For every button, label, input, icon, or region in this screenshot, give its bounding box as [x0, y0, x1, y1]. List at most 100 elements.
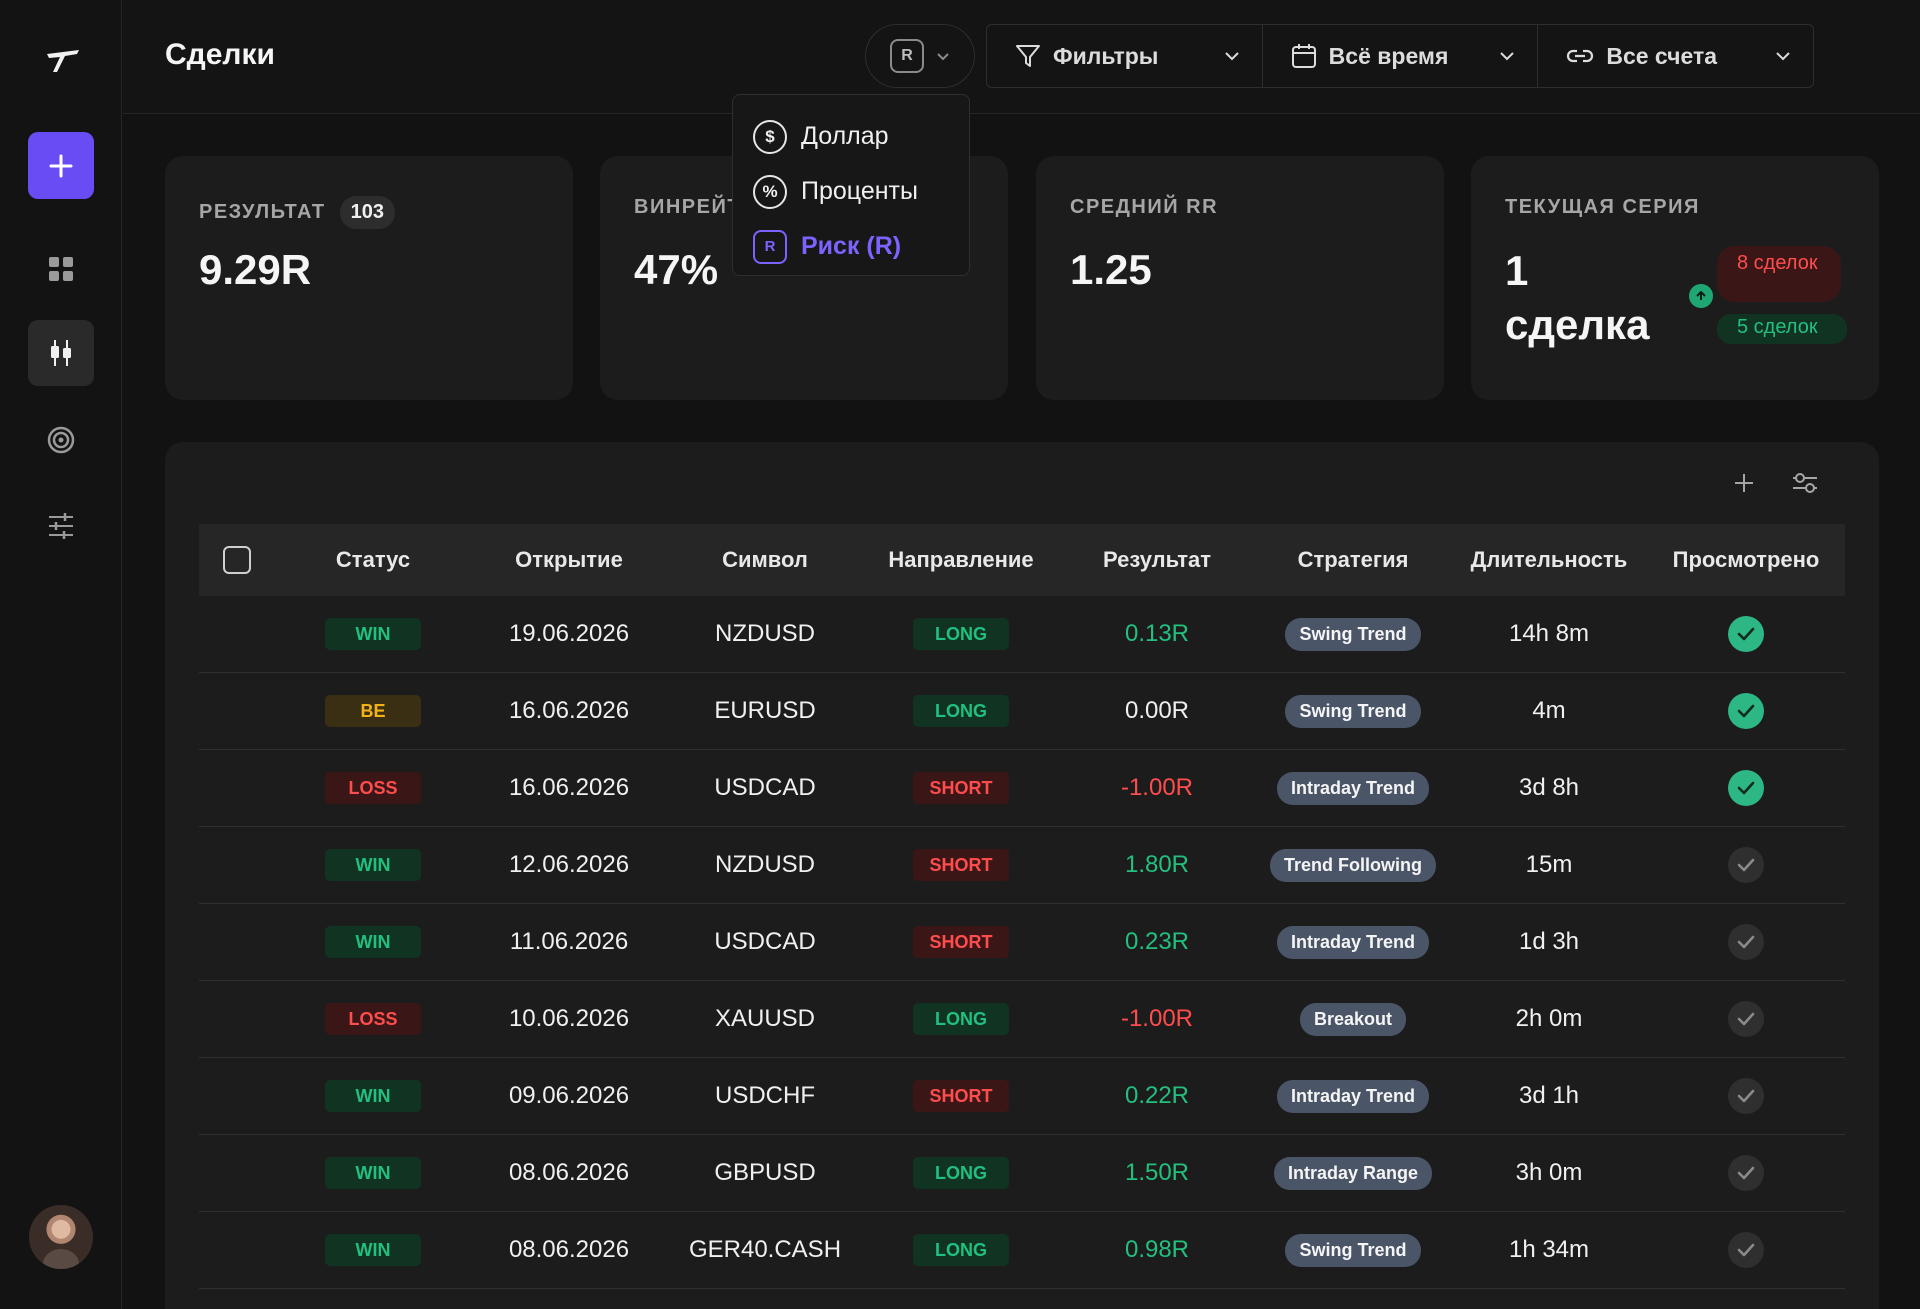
result-cell: -1.00R — [1120, 774, 1194, 801]
reviewed-check-icon[interactable] — [1728, 1001, 1764, 1037]
col-reviewed[interactable]: Просмотрено — [1672, 547, 1820, 572]
reviewed-check-icon[interactable] — [1728, 1155, 1764, 1191]
table-row[interactable]: LOSS 10.06.2026 XAUUSD LONG -1.00R Breakout 2h… — [199, 981, 1845, 1058]
add-trade-button[interactable] — [28, 132, 94, 199]
table-toolbar — [1731, 470, 1819, 496]
symbol-cell: GER40.CASH — [688, 1236, 842, 1263]
col-result[interactable]: Результат — [1102, 547, 1212, 572]
streak-label: ТЕКУЩАЯ СЕРИЯ — [1505, 196, 1700, 218]
table-row[interactable]: WIN 19.06.2026 NZDUSD LONG 0.13R Swing Trend 1… — [199, 596, 1845, 673]
filters-dropdown[interactable]: Фильтры — [987, 25, 1263, 87]
table-row[interactable]: LOSS 16.06.2026 USDCAD SHORT -1.00R Intraday … — [199, 750, 1845, 827]
reviewed-cell — [1647, 847, 1845, 883]
win-streak-badge: 5 сделок — [1717, 314, 1847, 344]
stat-label: РЕЗУЛЬТАТ 103 — [199, 196, 396, 229]
target-icon — [47, 426, 75, 454]
app-logo[interactable] — [43, 46, 83, 76]
table-row[interactable]: WIN 12.06.2026 NZDUSD SHORT 1.80R Trend Follo… — [199, 827, 1845, 904]
nav-goals[interactable] — [28, 407, 94, 473]
accounts-label: Все счета — [1606, 42, 1718, 69]
direction-cell: LONG — [863, 1157, 1059, 1189]
status-badge: BE — [325, 695, 421, 727]
table-header: Статус Открытие Символ Направление Резул… — [199, 524, 1845, 596]
reviewed-check-icon[interactable] — [1728, 693, 1764, 729]
strategy-tag: Intraday Range — [1273, 1156, 1433, 1190]
accounts-dropdown[interactable]: Все счета — [1538, 25, 1813, 87]
table-row[interactable]: WIN 08.06.2026 GBPUSD LONG 1.50R Intraday Ran… — [199, 1135, 1845, 1212]
filters-label: Фильтры — [1053, 42, 1159, 69]
chevron-down-icon — [1500, 52, 1515, 61]
result-cell: -1.00R — [1120, 1005, 1194, 1032]
symbol-cell: EURUSD — [714, 697, 816, 724]
status-badge: LOSS — [325, 1003, 421, 1035]
filter-bar: Фильтры Всё время Все счета — [986, 24, 1814, 88]
period-label: Всё время — [1328, 42, 1449, 69]
nav-settings[interactable] — [28, 493, 94, 559]
reviewed-check-icon[interactable] — [1728, 847, 1764, 883]
sliders-icon — [49, 513, 73, 539]
strategy-cell: Intraday Range — [1255, 1156, 1451, 1190]
trades-panel: Статус Открытие Символ Направление Резул… — [165, 442, 1879, 1309]
col-duration[interactable]: Длительность — [1470, 547, 1628, 572]
select-all-checkbox[interactable] — [223, 546, 251, 574]
stat-card-streak: ТЕКУЩАЯ СЕРИЯ 1 сделка 8 сделок 5 сделок — [1471, 156, 1879, 400]
reviewed-check-icon[interactable] — [1728, 770, 1764, 806]
table-settings-icon[interactable] — [1791, 470, 1819, 496]
status-cell: WIN — [275, 1234, 471, 1266]
col-symbol[interactable]: Символ — [722, 547, 808, 572]
reviewed-check-icon[interactable] — [1728, 1232, 1764, 1268]
user-avatar[interactable] — [29, 1205, 93, 1269]
unit-option-risk[interactable]: R Риск (R) — [753, 219, 949, 274]
add-column-icon[interactable] — [1731, 470, 1757, 496]
period-dropdown[interactable]: Всё время — [1263, 25, 1539, 87]
direction-badge: LONG — [913, 1157, 1009, 1189]
strategy-tag: Intraday Trend — [1276, 1079, 1430, 1113]
strategy-cell: Swing Trend — [1255, 1233, 1451, 1267]
trades-table: Статус Открытие Символ Направление Резул… — [199, 524, 1845, 1289]
loss-streak-badge: 8 сделок — [1717, 246, 1841, 302]
avg-rr-value: 1.25 — [1070, 246, 1152, 293]
strategy-cell: Swing Trend — [1255, 694, 1451, 728]
table-row[interactable]: WIN 11.06.2026 USDCAD SHORT 0.23R Intraday Tr… — [199, 904, 1845, 981]
status-cell: WIN — [275, 849, 471, 881]
col-strategy[interactable]: Стратегия — [1297, 547, 1409, 572]
open-date-cell: 12.06.2026 — [508, 851, 630, 878]
strategy-tag: Swing Trend — [1285, 617, 1421, 651]
duration-cell: 3d 1h — [1518, 1082, 1580, 1109]
status-cell: WIN — [275, 926, 471, 958]
status-badge: WIN — [325, 1157, 421, 1189]
open-date-cell: 16.06.2026 — [508, 697, 630, 724]
result-cell: 0.22R — [1124, 1082, 1190, 1109]
unit-option-percent[interactable]: % Проценты — [753, 164, 949, 219]
symbol-cell: USDCAD — [714, 928, 816, 955]
direction-badge: SHORT — [913, 849, 1009, 881]
duration-cell: 2h 0m — [1515, 1005, 1583, 1032]
result-cell: 0.23R — [1124, 928, 1190, 955]
result-cell: 1.80R — [1124, 851, 1190, 878]
nav-dashboard[interactable] — [28, 236, 94, 302]
unit-selector[interactable]: R — [865, 24, 975, 88]
unit-option-dollar[interactable]: $ Доллар — [753, 109, 949, 164]
strategy-tag: Swing Trend — [1285, 1233, 1421, 1267]
col-direction[interactable]: Направление — [888, 547, 1034, 572]
symbol-cell: NZDUSD — [715, 851, 815, 878]
strategy-tag: Intraday Trend — [1276, 925, 1430, 959]
col-status[interactable]: Статус — [335, 547, 411, 572]
result-cell: 0.00R — [1124, 697, 1190, 724]
reviewed-check-icon[interactable] — [1728, 1078, 1764, 1114]
strategy-tag: Swing Trend — [1285, 694, 1421, 728]
percent-icon: % — [753, 174, 787, 209]
open-date-cell: 11.06.2026 — [509, 928, 629, 955]
table-row[interactable]: WIN 09.06.2026 USDCHF SHORT 0.22R Intraday Tr… — [199, 1058, 1845, 1135]
open-date-cell: 08.06.2026 — [508, 1236, 630, 1263]
table-row[interactable]: WIN 08.06.2026 GER40.CASH LONG 0.98R Swing Tr… — [199, 1212, 1845, 1289]
nav-trades[interactable] — [28, 320, 94, 386]
reviewed-check-icon[interactable] — [1728, 924, 1764, 960]
table-row[interactable]: BE 16.06.2026 EURUSD LONG 0.00R Swing Trend 4m — [199, 673, 1845, 750]
col-open[interactable]: Открытие — [515, 547, 623, 572]
strategy-tag: Breakout — [1299, 1002, 1407, 1036]
arrow-up-icon — [1689, 284, 1713, 308]
duration-cell: 3h 0m — [1515, 1159, 1583, 1186]
reviewed-cell — [1647, 1232, 1845, 1268]
reviewed-check-icon[interactable] — [1728, 616, 1764, 652]
